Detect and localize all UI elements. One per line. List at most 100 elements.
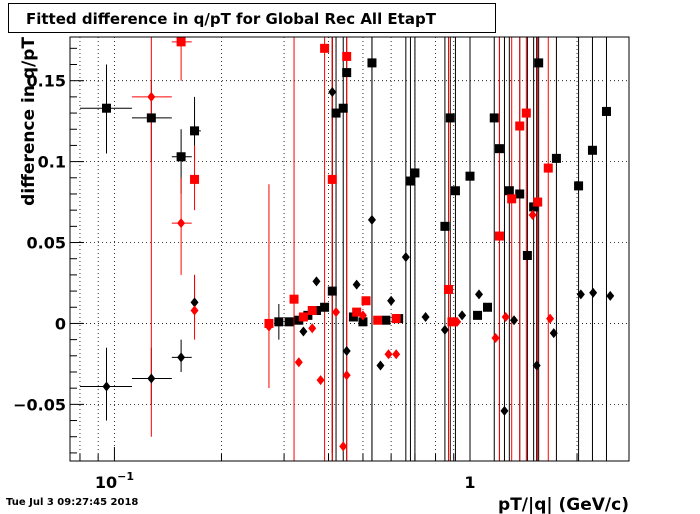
black-diamond-marker	[532, 360, 541, 371]
black-square-marker	[483, 302, 493, 312]
timestamp: Tue Jul 3 09:27:45 2018	[6, 497, 139, 508]
black-diamond-marker	[606, 290, 615, 301]
black-square-marker	[294, 315, 304, 325]
red-diamond-marker	[453, 316, 462, 327]
black-square-marker	[529, 202, 539, 212]
black-square-marker	[176, 152, 186, 162]
x-tick-exponent: −1	[117, 470, 134, 483]
y-tick-label: −0.05	[13, 395, 66, 414]
axis-ticks	[70, 47, 578, 461]
black-square-marker	[473, 310, 483, 320]
grid-lines	[70, 37, 629, 461]
black-diamond-marker	[376, 360, 385, 371]
chart-title: Fitted difference in q/pT for Global Rec…	[26, 10, 436, 28]
black-square-marker	[320, 302, 330, 312]
black-square-marker	[551, 153, 561, 163]
red-square-marker	[543, 163, 553, 173]
error-bars	[79, 37, 607, 461]
black-diamond-marker	[328, 87, 337, 98]
black-square-marker	[274, 317, 284, 327]
black-square-marker	[450, 186, 460, 196]
black-diamond-marker	[458, 310, 467, 321]
black-square-marker	[342, 68, 352, 78]
black-square-marker	[534, 58, 544, 68]
y-tick-label: 0.1	[38, 153, 66, 172]
red-diamond-marker	[491, 333, 500, 344]
black-diamond-marker	[589, 287, 598, 298]
red-diamond-marker	[264, 321, 273, 332]
red-square-marker	[533, 197, 543, 207]
black-square-marker	[338, 103, 348, 113]
black-square-marker	[515, 189, 525, 199]
black-diamond-marker	[440, 324, 449, 335]
red-diamond-marker	[546, 313, 555, 324]
black-diamond-marker	[352, 279, 361, 290]
red-diamond-marker	[147, 91, 156, 102]
black-diamond-marker	[299, 326, 308, 337]
black-square-marker	[587, 145, 597, 155]
red-diamond-marker	[177, 218, 186, 229]
red-diamond-marker	[308, 323, 317, 334]
x-axis-label: pT/|q| (GeV/c)	[498, 495, 629, 514]
black-diamond-marker	[190, 297, 199, 308]
black-diamond-marker	[421, 311, 430, 322]
black-square-marker	[574, 181, 584, 191]
black-diamond-marker	[177, 352, 186, 363]
chart-title-box: Fitted difference in q/pT for Global Rec…	[8, 3, 496, 33]
data-markers	[102, 37, 615, 452]
red-square-marker	[190, 174, 200, 184]
black-diamond-marker	[500, 405, 509, 416]
red-diamond-marker	[528, 210, 537, 221]
black-square-marker	[348, 312, 358, 322]
black-square-marker	[190, 126, 200, 136]
red-square-marker	[352, 307, 362, 317]
x-tick-label: 10−1	[95, 470, 134, 492]
red-diamond-marker	[342, 370, 351, 381]
black-square-marker	[146, 113, 156, 123]
black-square-marker	[405, 176, 415, 186]
black-square-marker	[440, 221, 450, 231]
black-diamond-marker	[576, 289, 585, 300]
black-square-marker	[284, 317, 294, 327]
red-square-marker	[327, 174, 337, 184]
red-diamond-marker	[332, 307, 341, 318]
black-diamond-marker	[474, 289, 483, 300]
black-square-marker	[327, 286, 337, 296]
red-diamond-marker	[392, 349, 401, 360]
red-square-marker	[373, 315, 383, 325]
black-diamond-marker	[549, 328, 558, 339]
black-square-marker	[102, 103, 112, 113]
black-diamond-marker	[367, 214, 376, 225]
red-square-marker	[447, 317, 457, 327]
black-square-marker	[367, 58, 377, 68]
red-diamond-marker	[190, 305, 199, 316]
y-axis-label: difference in q/pT	[19, 37, 39, 206]
red-square-marker	[307, 305, 317, 315]
black-diamond-marker	[102, 381, 111, 392]
red-diamond-marker	[384, 349, 393, 360]
black-square-marker	[445, 113, 455, 123]
y-tick-label: 0	[55, 314, 66, 333]
x-tick-label: 1	[464, 473, 475, 492]
y-tick-label: 0.15	[27, 72, 66, 91]
red-square-marker	[515, 121, 525, 131]
black-square-marker	[489, 113, 499, 123]
black-square-marker	[601, 106, 611, 116]
black-diamond-marker	[312, 276, 321, 287]
red-diamond-marker	[316, 375, 325, 386]
red-square-marker	[361, 296, 371, 306]
black-square-marker	[494, 144, 504, 154]
red-diamond-marker	[358, 310, 367, 321]
black-diamond-marker	[401, 252, 410, 263]
black-square-marker	[358, 317, 368, 327]
black-square-marker	[465, 171, 475, 181]
red-square-marker	[507, 194, 517, 204]
red-square-marker	[320, 43, 330, 53]
red-square-marker	[298, 312, 308, 322]
red-square-marker	[176, 37, 186, 47]
tick-labels: −0.05 0 0.05 0.1 0.15 10−1 1	[13, 72, 475, 492]
red-square-marker	[521, 108, 531, 118]
black-square-marker	[410, 168, 420, 178]
plot-frame	[69, 36, 630, 462]
